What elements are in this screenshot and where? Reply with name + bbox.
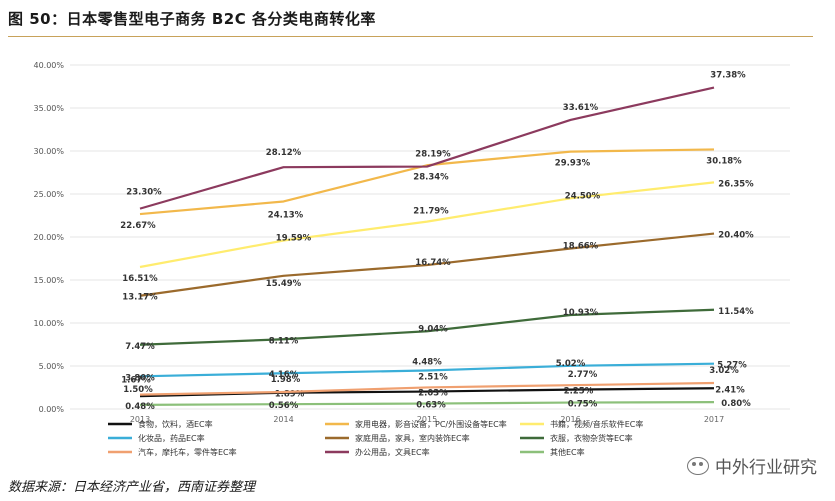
data-label: 26.35% xyxy=(718,179,754,189)
legend-label: 家用电器，影音设备，PC/外围设备等EC率 xyxy=(355,419,507,429)
series-line xyxy=(139,362,715,378)
y-tick-label: 5.00% xyxy=(39,362,65,371)
data-label: 2.03% xyxy=(418,389,448,399)
series-line xyxy=(139,381,715,396)
data-label: 0.80% xyxy=(721,399,751,409)
data-label: 13.17% xyxy=(122,293,158,303)
series-line xyxy=(139,86,715,210)
data-label: 2.51% xyxy=(418,372,448,382)
data-label: 3.02% xyxy=(709,366,739,376)
data-label: 0.63% xyxy=(416,401,446,411)
x-tick-label: 2017 xyxy=(704,415,724,424)
data-label: 22.67% xyxy=(120,221,156,231)
chart-area: 0.00% 5.00% 10.00% 15.00% 20.00% 25.00% 30.00%… xyxy=(0,40,835,470)
data-label: 0.56% xyxy=(269,401,299,411)
wechat-icon xyxy=(687,456,709,475)
legend-label: 其他EC率 xyxy=(550,447,585,457)
data-label: 4.48% xyxy=(412,357,442,367)
y-tick-label: 10.00% xyxy=(33,319,64,328)
legend-label: 书籍，视频/音乐软件EC率 xyxy=(550,419,643,429)
legend-label: 化妆品，药品EC率 xyxy=(138,433,205,443)
x-tick-label: 2014 xyxy=(273,415,293,424)
data-label: 16.74% xyxy=(415,258,451,268)
data-label: 23.30% xyxy=(126,188,162,198)
line-chart: 0.00% 5.00% 10.00% 15.00% 20.00% 25.00% 30.00%… xyxy=(33,61,790,457)
data-label: 5.27% xyxy=(717,361,747,371)
data-label: 28.19% xyxy=(415,150,451,160)
data-label: 15.49% xyxy=(266,279,302,289)
x-tick-label: 2016 xyxy=(560,415,580,424)
data-label: 7.47% xyxy=(125,342,155,352)
x-tick-label: 2015 xyxy=(417,415,437,424)
data-label: 2.77% xyxy=(568,370,598,380)
data-label: 3.80% xyxy=(125,373,155,383)
data-label: 2.25% xyxy=(564,387,594,397)
data-label: 11.54% xyxy=(718,307,754,317)
data-source-note: 数据来源：日本经济产业省，西南证券整理 xyxy=(8,480,256,495)
series-line xyxy=(139,308,715,346)
data-label: 24.50% xyxy=(565,191,601,201)
x-tick-label: 2013 xyxy=(130,415,150,424)
series-line xyxy=(139,181,715,269)
y-tick-label: 0.00% xyxy=(39,405,65,414)
series-line xyxy=(139,232,715,297)
data-label: 1.67% xyxy=(121,376,151,386)
data-label: 18.66% xyxy=(563,242,599,252)
data-label: 9.04% xyxy=(418,324,448,334)
data-label: 19.59% xyxy=(276,234,312,244)
data-label: 0.48% xyxy=(125,402,155,412)
y-tick-label: 25.00% xyxy=(33,190,64,199)
y-tick-label: 20.00% xyxy=(33,233,64,242)
data-label: 30.18% xyxy=(706,156,742,166)
data-label: 29.93% xyxy=(555,159,591,169)
title-divider xyxy=(8,36,813,37)
data-label: 5.02% xyxy=(556,359,586,369)
chart-title: 图 50：日本零售型电子商务 B2C 各分类电商转化率 xyxy=(8,10,376,28)
legend-label: 办公用品，文具EC率 xyxy=(355,447,430,457)
data-label: 0.75% xyxy=(568,400,598,410)
data-label: 10.93% xyxy=(563,308,599,318)
data-label: 1.98% xyxy=(271,375,301,385)
y-tick-label: 35.00% xyxy=(33,104,64,113)
data-label: 1.89% xyxy=(275,390,305,400)
legend-label: 衣服，衣物杂货等EC率 xyxy=(550,433,633,443)
data-label: 28.34% xyxy=(413,172,449,182)
data-label: 8.11% xyxy=(269,336,299,346)
data-label: 1.50% xyxy=(123,385,153,395)
y-tick-label: 40.00% xyxy=(33,61,64,70)
data-label: 2.41% xyxy=(715,385,745,395)
y-tick-label: 15.00% xyxy=(33,276,64,285)
data-label: 33.61% xyxy=(563,103,599,113)
legend-label: 汽车，摩托车，零件等EC率 xyxy=(138,447,237,457)
watermark: 中外行业研究 xyxy=(687,453,817,478)
y-tick-label: 30.00% xyxy=(33,147,64,156)
data-label: 16.51% xyxy=(122,274,158,284)
data-label: 21.79% xyxy=(413,207,449,217)
legend-label: 家庭用品，家具，室内装饰EC率 xyxy=(355,433,470,443)
watermark-text: 中外行业研究 xyxy=(715,458,817,478)
data-label: 37.38% xyxy=(710,71,746,81)
legend-label: 食物，饮料，酒EC率 xyxy=(138,419,213,429)
data-label: 24.13% xyxy=(268,210,304,220)
data-label: 20.40% xyxy=(718,231,754,241)
data-label: 4.16% xyxy=(269,370,299,380)
data-label: 28.12% xyxy=(266,148,302,158)
series-line xyxy=(139,148,715,216)
series-line xyxy=(139,401,715,406)
